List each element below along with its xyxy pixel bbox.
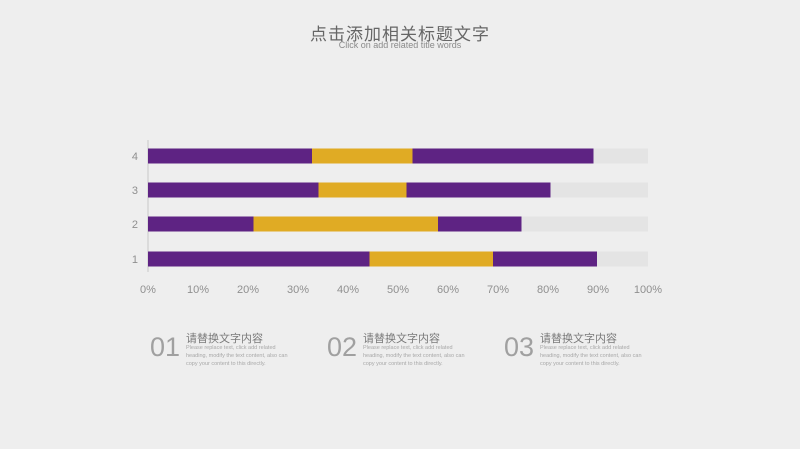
x-tick-label: 50% — [387, 284, 409, 296]
x-tick-label: 20% — [237, 284, 259, 296]
bar-segment-3-3 — [406, 182, 551, 198]
bar-segment-4-2 — [312, 148, 413, 164]
y-tick-label: 1 — [132, 254, 138, 266]
x-tick-label: 100% — [634, 284, 662, 296]
bar-segment-2-3 — [438, 216, 522, 232]
bar-segment-3-1 — [148, 182, 319, 198]
block-heading: 请替换文字内容 — [540, 332, 617, 345]
x-tick-label: 60% — [437, 284, 459, 296]
bar-segment-2-2 — [253, 216, 438, 232]
block-heading: 请替换文字内容 — [363, 332, 440, 345]
x-tick-label: 30% — [287, 284, 309, 296]
bar-segment-3-4 — [550, 182, 648, 198]
y-tick-label: 2 — [132, 219, 138, 231]
bar-segment-1-4 — [597, 251, 648, 267]
x-tick-label: 0% — [140, 284, 156, 296]
x-tick-label: 70% — [487, 284, 509, 296]
bar-segment-1-3 — [493, 251, 597, 267]
block-heading: 请替换文字内容 — [186, 332, 263, 345]
x-tick-label: 10% — [187, 284, 209, 296]
x-tick-label: 80% — [537, 284, 559, 296]
bar-segment-1-2 — [369, 251, 493, 267]
block-body: Please replace text, click add related h… — [540, 345, 642, 367]
y-tick-label: 3 — [132, 185, 138, 197]
bar-segment-4-3 — [412, 148, 594, 164]
block-number: 01 — [150, 332, 181, 362]
bar-segment-3-2 — [318, 182, 407, 198]
bar-segment-4-1 — [148, 148, 312, 164]
block-number: 02 — [327, 332, 358, 362]
bar-segment-4-4 — [593, 148, 648, 164]
block-number: 03 — [504, 332, 535, 362]
bar-segment-1-1 — [148, 251, 370, 267]
bar-segment-2-4 — [521, 216, 648, 232]
slide-title: 点击添加相关标题文字 — [310, 25, 490, 45]
x-tick-label: 40% — [337, 284, 359, 296]
slide-subtitle: Click on add related title words — [338, 40, 462, 50]
block-body: Please replace text, click add related h… — [186, 345, 288, 367]
bar-segment-2-1 — [148, 216, 254, 232]
x-tick-label: 90% — [587, 284, 609, 296]
y-tick-label: 4 — [132, 151, 138, 163]
block-body: Please replace text, click add related h… — [363, 345, 465, 367]
